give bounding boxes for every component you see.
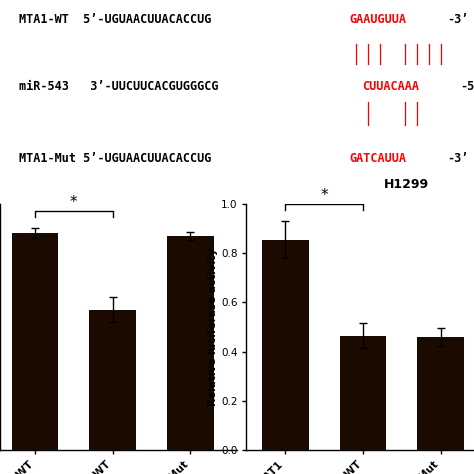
Bar xyxy=(90,310,136,450)
Text: *: * xyxy=(70,195,78,210)
Text: GAAUGUUA: GAAUGUUA xyxy=(350,13,407,26)
Bar xyxy=(12,233,58,450)
Bar xyxy=(167,236,214,450)
Text: -5’: -5’ xyxy=(460,80,474,92)
Text: -3’: -3’ xyxy=(447,13,469,26)
Text: *: * xyxy=(320,188,328,202)
Text: -3’: -3’ xyxy=(447,152,469,164)
Bar xyxy=(262,239,309,450)
Y-axis label: Relative luciferase activity: Relative luciferase activity xyxy=(208,248,218,406)
Text: MTA1-WT  5’-UGUAACUUACACCUG: MTA1-WT 5’-UGUAACUUACACCUG xyxy=(19,13,211,26)
Bar xyxy=(340,336,386,450)
Text: MTA1-Mut 5’-UGUAACUUACACCUG: MTA1-Mut 5’-UGUAACUUACACCUG xyxy=(19,152,211,164)
Text: CUUACAAA: CUUACAAA xyxy=(362,80,419,92)
Text: miR-543   3’-UUCUUCACGUGGGCG: miR-543 3’-UUCUUCACGUGGGCG xyxy=(19,80,219,92)
Bar xyxy=(418,337,464,450)
Text: H1299: H1299 xyxy=(384,179,429,191)
Text: GATCAUUA: GATCAUUA xyxy=(350,152,407,164)
